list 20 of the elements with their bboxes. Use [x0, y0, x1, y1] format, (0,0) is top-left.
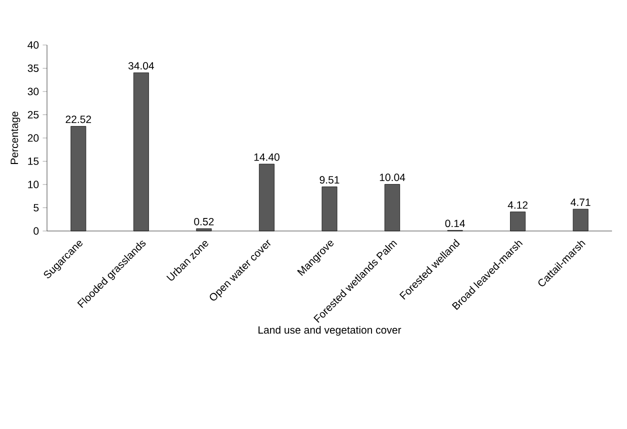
y-tick-label: 15: [28, 158, 39, 165]
y-tick-label: 5: [34, 204, 39, 212]
y-axis-title: Percentage: [10, 112, 20, 164]
y-tick-label: 10: [28, 180, 39, 188]
y-tick-label: 0: [34, 227, 39, 235]
data-label: 14.40: [254, 153, 280, 161]
x-axis-title: Land use and vegetation cover: [258, 326, 402, 336]
y-tick-label: 35: [28, 64, 39, 72]
data-label: 0.14: [445, 220, 465, 228]
data-label: 9.51: [320, 176, 340, 184]
data-label: 34.04: [128, 62, 154, 70]
data-label: 0.52: [194, 218, 214, 226]
data-label: 4.12: [508, 201, 528, 209]
y-tick-label: 20: [28, 134, 39, 142]
y-tick-label: 30: [28, 88, 39, 96]
data-label: 22.52: [66, 116, 91, 124]
y-tick-label: 25: [28, 111, 39, 118]
y-tick-label: 40: [28, 41, 39, 49]
data-label: 10.04: [380, 174, 406, 182]
data-label: 4.71: [570, 198, 590, 206]
